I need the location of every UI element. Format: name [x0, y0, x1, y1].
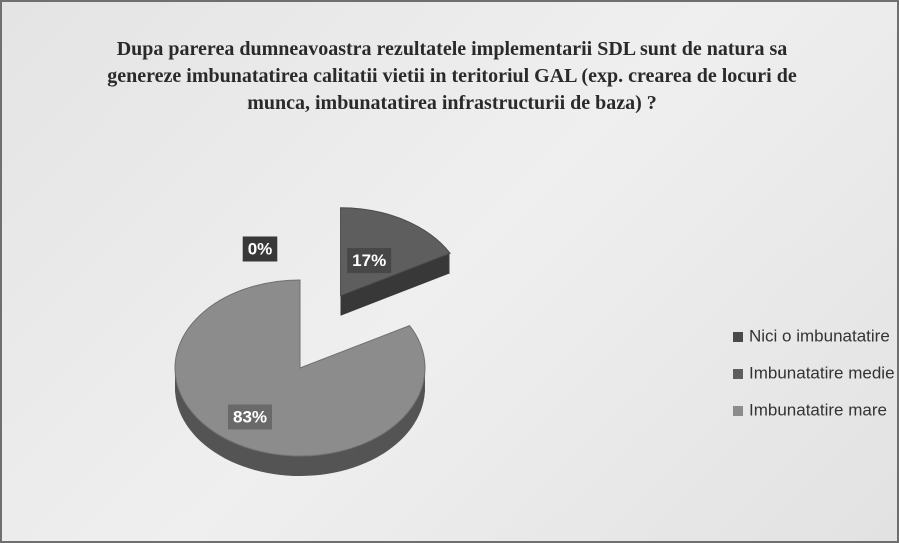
data-label-box — [347, 248, 392, 274]
chart-title: Dupa parerea dumneavoastra rezultatele i… — [107, 38, 797, 114]
legend-label: Imbunatatire mare — [749, 400, 887, 419]
slice — [174, 279, 426, 477]
data-label: 83% — [233, 407, 267, 426]
legend-label: Imbunatatire medie — [749, 363, 895, 382]
legend-swatch — [733, 332, 743, 342]
data-label-box — [227, 404, 273, 430]
data-label-box — [242, 236, 278, 262]
slice — [174, 279, 426, 457]
slice — [340, 207, 451, 297]
data-label: 0% — [248, 239, 273, 258]
data-label: 17% — [352, 251, 386, 270]
legend-swatch — [733, 369, 743, 379]
legend-swatch — [733, 406, 743, 416]
legend-label: Nici o imbunatatire — [749, 326, 890, 345]
